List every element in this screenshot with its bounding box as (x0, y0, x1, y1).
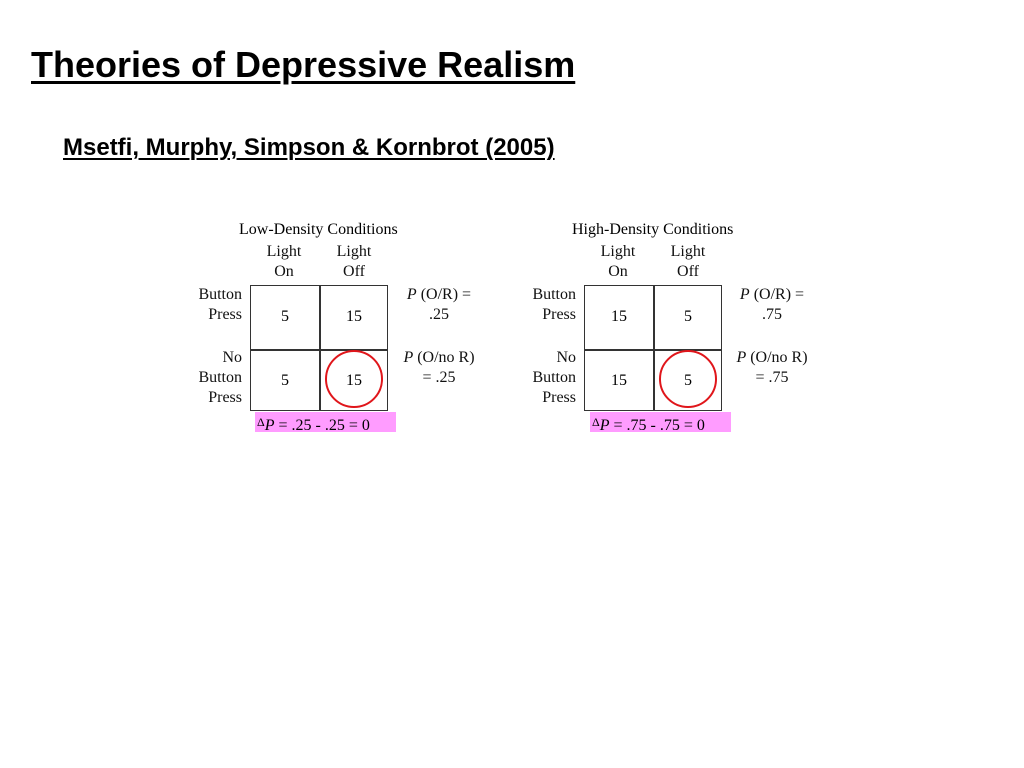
table-divider (319, 286, 321, 410)
column-header-light-off: Light Off (336, 243, 372, 280)
table-divider (251, 349, 387, 351)
table-cell: 15 (611, 308, 627, 325)
table-divider (585, 349, 721, 351)
column-header-light-on: Light On (266, 243, 302, 280)
table-cell: 15 (346, 308, 362, 325)
row-label-no-button-press: No Button Press (198, 349, 242, 406)
delta-p-bar: ΔP = .25 - .25 = 0 (255, 412, 396, 434)
stat-p-o-given-no-r: P (O/no R) = .75 (736, 349, 808, 386)
slide-title: Theories of Depressive Realism (31, 44, 576, 85)
table-cell: 15 (611, 372, 627, 389)
table-divider (653, 286, 655, 410)
slide-subtitle: Msetfi, Murphy, Simpson & Kornbrot (2005… (63, 134, 555, 161)
row-label-button-press: Button Press (532, 286, 576, 323)
table-cell: 5 (281, 308, 289, 325)
row-label-no-button-press: No Button Press (532, 349, 576, 406)
delta-p-bar: ΔP = .75 - .75 = 0 (590, 412, 731, 434)
panel-header: High-Density Conditions (572, 221, 734, 238)
delta-row-gap (396, 412, 590, 432)
highlight-circle (325, 350, 383, 408)
column-header-light-on: Light On (600, 243, 636, 280)
stat-p-o-given-no-r: P (O/no R) = .25 (403, 349, 475, 386)
table-cell: 5 (281, 372, 289, 389)
stat-p-o-given-r: P (O/R) = .25 (406, 286, 472, 323)
panel-header: Low-Density Conditions (239, 221, 398, 238)
table-cell: 5 (684, 308, 692, 325)
contingency-table: 15 5 15 5 (584, 285, 722, 411)
highlight-circle (659, 350, 717, 408)
stat-p-o-given-r: P (O/R) = .75 (739, 286, 805, 323)
row-label-button-press: Button Press (198, 286, 242, 323)
column-header-light-off: Light Off (670, 243, 706, 280)
